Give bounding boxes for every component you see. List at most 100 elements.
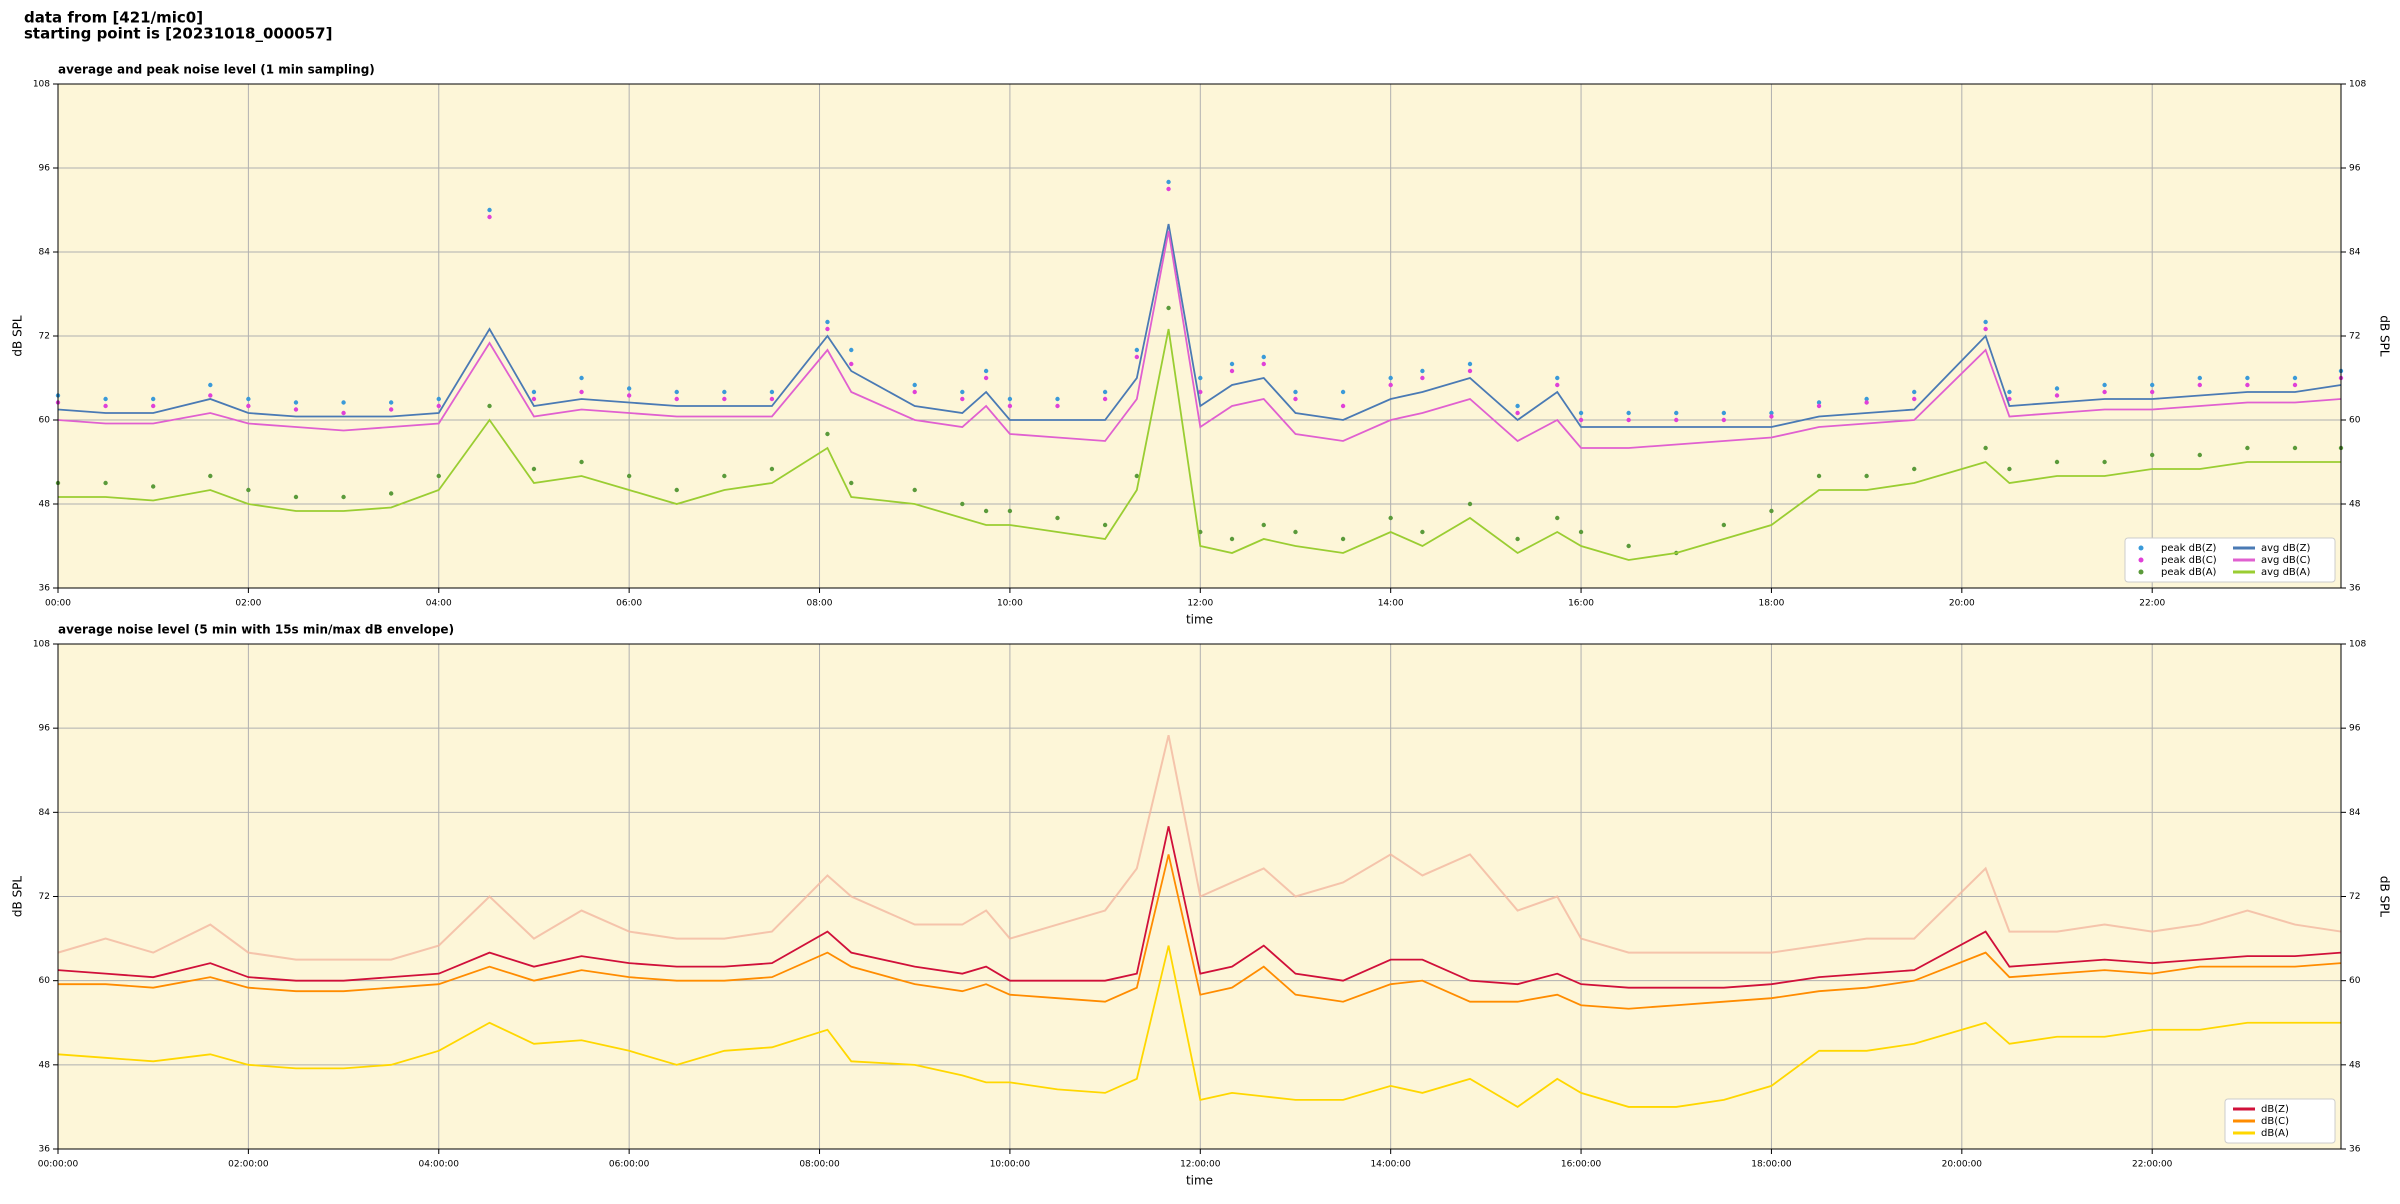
- peak-point: [150, 396, 156, 402]
- peak-point: [1864, 473, 1869, 479]
- x-tick-label: 06:00: [616, 599, 642, 609]
- peak-point: [208, 382, 213, 388]
- peak-point: [103, 480, 108, 486]
- peak-point: [293, 494, 299, 500]
- header-line: data from [421/mic0]: [24, 9, 203, 27]
- peak-point: [1983, 445, 1988, 451]
- peak-point: [960, 501, 965, 507]
- peak-point: [436, 473, 441, 479]
- y-tick-label: 108: [33, 640, 50, 650]
- peak-point: [2292, 382, 2298, 388]
- peak-point: [341, 410, 346, 416]
- x-tick-label: 16:00: [1568, 599, 1594, 609]
- peak-point: [1721, 522, 1727, 528]
- y2-tick-label: 96: [2349, 164, 2361, 174]
- peak-point: [1229, 368, 1235, 374]
- peak-point: [103, 396, 108, 402]
- x-tick-label: 18:00: [1758, 599, 1784, 609]
- peak-point: [1340, 536, 1346, 542]
- peak-point: [1578, 417, 1584, 423]
- y-tick-label: 96: [39, 724, 51, 734]
- peak-point: [2197, 382, 2202, 388]
- peak-point: [531, 396, 537, 402]
- peak-point: [1515, 410, 1520, 416]
- peak-point: [1007, 508, 1013, 514]
- y-tick-label: 84: [39, 808, 51, 818]
- peak-point: [2292, 375, 2298, 381]
- peak-point: [960, 389, 965, 395]
- y-tick-label: 108: [33, 80, 50, 90]
- y2-axis-label: dB SPL: [2378, 315, 2392, 357]
- peak-point: [487, 403, 492, 409]
- peak-point: [293, 407, 299, 412]
- peak-point: [1007, 396, 1013, 402]
- peak-point: [769, 396, 775, 402]
- x-tick-label: 08:00: [807, 599, 833, 609]
- y-tick-label: 60: [39, 416, 51, 426]
- peak-point: [1420, 368, 1425, 374]
- peak-point: [2007, 466, 2012, 472]
- peak-point: [2102, 382, 2107, 388]
- plot-frame: [57, 83, 2342, 589]
- peak-point: [1007, 403, 1013, 409]
- peak-point: [1721, 410, 1727, 416]
- peak-point: [912, 487, 917, 493]
- peak-point: [2245, 375, 2250, 381]
- y-tick-label: 96: [39, 164, 51, 174]
- y-tick-label: 72: [39, 892, 50, 902]
- peak-point: [246, 487, 251, 493]
- peak-point: [1261, 354, 1266, 360]
- peak-point: [487, 214, 492, 220]
- peak-point: [983, 368, 989, 374]
- peak-point: [1166, 305, 1171, 311]
- peak-point: [150, 403, 156, 409]
- y2-tick-label: 48: [2349, 1060, 2361, 1070]
- peak-point: [1626, 543, 1631, 549]
- x-tick-label: 02:00:00: [228, 1160, 269, 1170]
- peak-point: [2292, 445, 2298, 451]
- y-tick-label: 84: [39, 248, 51, 258]
- x-tick-label: 14:00: [1378, 599, 1404, 609]
- peak-point: [388, 491, 394, 496]
- peak-point: [1102, 522, 1108, 528]
- peak-point: [722, 396, 727, 402]
- x-tick-label: 00:00:00: [38, 1160, 79, 1170]
- peak-point: [1555, 515, 1560, 521]
- peak-point: [722, 389, 727, 395]
- peak-point: [769, 466, 775, 472]
- peak-point: [388, 400, 394, 405]
- legend-label: peak dB(A): [2161, 567, 2217, 578]
- x-tick-label: 22:00:00: [2132, 1160, 2173, 1170]
- y2-tick-label: 60: [2349, 976, 2361, 986]
- peak-point: [960, 396, 965, 402]
- peak-point: [1912, 389, 1917, 395]
- peak-point: [1293, 529, 1298, 535]
- y2-tick-label: 84: [2349, 248, 2361, 258]
- peak-point: [1388, 515, 1393, 521]
- x-tick-label: 06:00:00: [609, 1160, 650, 1170]
- x-tick-label: 18:00:00: [1751, 1160, 1792, 1170]
- y2-tick-label: 96: [2349, 724, 2361, 734]
- peak-point: [983, 375, 989, 381]
- peak-point: [674, 487, 679, 493]
- peak-point: [1420, 529, 1425, 535]
- peak-point: [293, 400, 299, 405]
- peak-point: [1340, 389, 1346, 395]
- x-tick-label: 12:00: [1187, 599, 1213, 609]
- peak-point: [722, 473, 727, 479]
- peak-point: [1555, 375, 1560, 381]
- peak-point: [246, 403, 251, 409]
- peak-point: [103, 403, 108, 409]
- x-tick-label: 08:00:00: [799, 1160, 840, 1170]
- legend-label: dB(C): [2261, 1116, 2289, 1127]
- y2-tick-label: 72: [2349, 332, 2360, 342]
- peak-point: [436, 396, 441, 402]
- peak-point: [531, 466, 537, 472]
- peak-point: [2197, 375, 2202, 381]
- y-axis-label: dB SPL: [11, 315, 25, 357]
- peak-point: [1166, 186, 1171, 192]
- peak-point: [2054, 393, 2060, 398]
- x-tick-label: 20:00:00: [1942, 1160, 1983, 1170]
- y-tick-label: 72: [39, 332, 50, 342]
- series-line: [57, 230, 2342, 449]
